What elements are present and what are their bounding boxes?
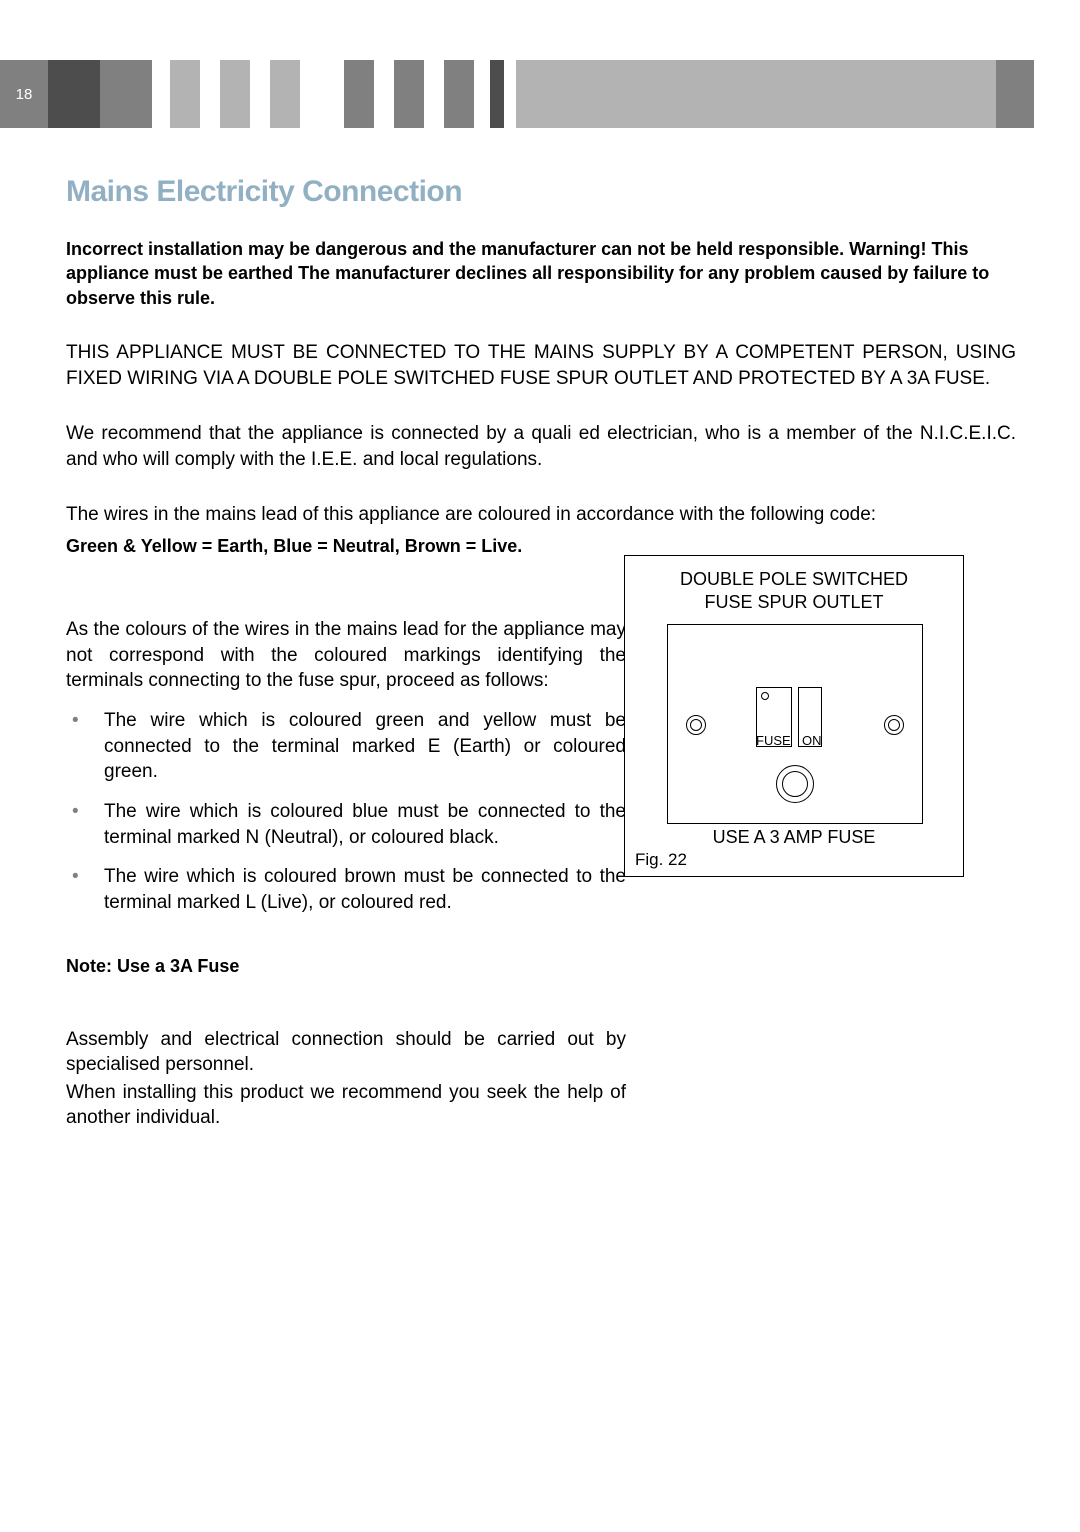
header-bar: [170, 60, 200, 128]
page-number-box: 18: [0, 60, 48, 128]
header-bar: [516, 60, 996, 128]
assembly-paragraph-2: When installing this product we recommen…: [66, 1080, 626, 1131]
screw-icon: [686, 715, 706, 735]
section-title: Mains Electricity Connection: [66, 175, 1016, 209]
note-line: Note: Use a 3A Fuse: [66, 956, 626, 977]
header-bar: [490, 60, 504, 128]
header-band: 18: [0, 60, 1080, 128]
bullet-item: The wire which is coloured green and yel…: [66, 708, 626, 785]
bullet-item: The wire which is coloured blue must be …: [66, 799, 626, 850]
figure-title-line1: DOUBLE POLE SWITCHED: [680, 569, 908, 589]
outlet-circle-icon: [776, 765, 814, 803]
header-bar: [996, 60, 1034, 128]
bullet-list: The wire which is coloured green and yel…: [66, 708, 626, 915]
figure-caption: Fig. 22: [635, 850, 687, 870]
header-bar: [220, 60, 250, 128]
wires-intro-paragraph: The wires in the mains lead of this appl…: [66, 502, 1016, 528]
on-label: ON: [802, 733, 822, 748]
screw-icon: [884, 715, 904, 735]
fuse-label: FUSE: [756, 733, 791, 748]
header-bar: [48, 60, 100, 128]
bullet-item: The wire which is coloured brown must be…: [66, 864, 626, 915]
figure-title: DOUBLE POLE SWITCHED FUSE SPUR OUTLET: [625, 568, 963, 613]
page-number: 18: [16, 86, 33, 103]
outlet-diagram: FUSE ON: [667, 624, 923, 824]
figure-title-line2: FUSE SPUR OUTLET: [704, 592, 883, 612]
figure-bottom-text: USE A 3 AMP FUSE: [625, 827, 963, 848]
header-bar: [100, 60, 152, 128]
caps-paragraph: THIS APPLIANCE MUST BE CONNECTED TO THE …: [66, 340, 1016, 391]
header-bar: [344, 60, 374, 128]
header-bar: [270, 60, 300, 128]
wire-code-line: Green & Yellow = Earth, Blue = Neutral, …: [66, 536, 1016, 557]
narrow-text-block: As the colours of the wires in the mains…: [66, 617, 626, 1131]
assembly-paragraph-1: Assembly and electrical connection shoul…: [66, 1027, 626, 1078]
electrician-paragraph: We recommend that the appliance is conne…: [66, 421, 1016, 472]
indicator-icon: [761, 692, 769, 700]
figure-box: DOUBLE POLE SWITCHED FUSE SPUR OUTLET FU…: [624, 555, 964, 877]
warning-paragraph: Incorrect installation may be dangerous …: [66, 237, 1016, 310]
header-bar: [1034, 60, 1080, 128]
header-bar: [394, 60, 424, 128]
colours-paragraph: As the colours of the wires in the mains…: [66, 617, 626, 694]
header-bar: [444, 60, 474, 128]
